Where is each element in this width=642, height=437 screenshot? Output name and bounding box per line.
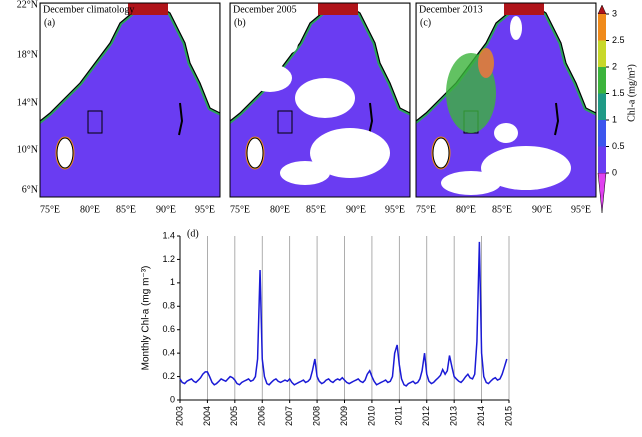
colorbar-tick-label: 1.5	[612, 88, 625, 98]
lon-label: 90°E	[156, 204, 176, 215]
y-tick-label: 1.2	[162, 254, 175, 264]
lon-label: 90°E	[532, 204, 552, 215]
lon-label: 80°E	[80, 204, 100, 215]
lon-label: 75°E	[40, 204, 60, 215]
x-tick-label: 2012	[421, 406, 431, 426]
colorbar-segment	[598, 93, 606, 120]
map-b: December 2005 (b)	[229, 2, 411, 198]
y-axis-label: Monthly Chl-a (mg m⁻³)	[141, 266, 152, 371]
panel-label: (c)	[420, 17, 431, 28]
x-tick-label: 2015	[503, 406, 513, 426]
chart-title: (d)	[187, 228, 199, 239]
colorbar-tick-label: 2.5	[612, 35, 625, 45]
colorbar-label: Chl-a (mg/m³)	[626, 64, 637, 122]
colorbar: Chl-a (mg/m³) 0 0.5 1 1.5 2 2.5 3	[597, 4, 637, 214]
lon-label: 75°E	[416, 204, 436, 215]
x-tick-label: 2004	[202, 406, 212, 426]
colorbar-tick-label: 0	[612, 167, 617, 177]
y-tick-label: 0.8	[162, 301, 175, 311]
y-tick-label: 0.2	[162, 371, 175, 381]
x-tick-label: 2006	[257, 406, 267, 426]
y-tick-label: 1.4	[162, 230, 175, 240]
x-tick-label: 2003	[174, 406, 184, 426]
x-tick-label: 2010	[366, 406, 376, 426]
x-tick-label: 2009	[339, 406, 349, 426]
lon-label: 95°E	[571, 204, 591, 215]
colorbar-segment	[598, 120, 606, 147]
panel-title: December 2013	[419, 4, 483, 15]
colorbar-segment	[598, 40, 606, 67]
x-tick-label: 2007	[284, 406, 294, 426]
panel-label: (a)	[44, 17, 55, 28]
y-tick-label: 0.6	[162, 324, 175, 334]
x-tick-label: 2005	[229, 406, 239, 426]
lat-label: 10°N	[17, 144, 38, 155]
lon-label: 80°E	[270, 204, 290, 215]
lon-label: 95°E	[195, 204, 215, 215]
data-line	[179, 241, 508, 387]
lat-label: 6°N	[22, 184, 38, 195]
lat-label: 18°N	[17, 49, 38, 60]
x-tick-label: 2014	[476, 406, 486, 426]
lon-label: 85°E	[306, 204, 326, 215]
map-a: December climatology (a)	[39, 2, 221, 198]
panel-label: (b)	[234, 17, 246, 28]
lon-label: 75°E	[230, 204, 250, 215]
x-tick-label: 2011	[394, 406, 404, 425]
lon-label: 85°E	[116, 204, 136, 215]
colorbar-tick-label: 3	[612, 8, 617, 18]
lon-label: 95°E	[385, 204, 405, 215]
y-tick-label: 0.4	[162, 348, 175, 358]
colorbar-segment	[598, 67, 606, 94]
map-panels: December climatology (a) December 2005 (…	[17, 0, 597, 215]
colorbar-tick-label: 0.5	[612, 141, 625, 151]
lon-label: 90°E	[346, 204, 366, 215]
lon-label: 85°E	[492, 204, 512, 215]
colorbar-segment	[598, 146, 606, 173]
x-tick-label: 2008	[311, 406, 321, 426]
map-axes: 22°N18°N14°N10°N6°N75°E 80°E 85°E 90°E 95°E 7…	[17, 0, 591, 215]
colorbar-tick-label: 1	[612, 114, 617, 124]
lat-label: 14°N	[17, 97, 38, 108]
y-tick-label: 1	[170, 277, 175, 287]
lon-label: 80°E	[456, 204, 476, 215]
panel-title: December 2005	[233, 4, 297, 15]
colorbar-segment	[598, 14, 606, 41]
map-c: December 2013 (c)	[415, 2, 597, 198]
x-tick-label: 2013	[449, 406, 459, 426]
y-tick-label: 0	[170, 394, 175, 404]
lat-label: 22°N	[17, 0, 38, 10]
colorbar-tick-label: 2	[612, 61, 617, 71]
line-chart: (d) Monthly Chl-a (mg m⁻³) 2003 2004 2005 2…	[141, 228, 514, 426]
panel-title: December climatology	[43, 4, 134, 15]
